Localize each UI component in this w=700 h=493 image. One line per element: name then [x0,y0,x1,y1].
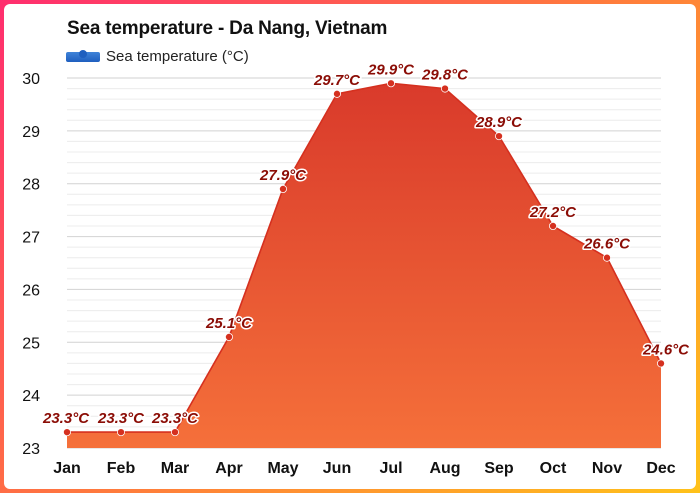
x-tick-label: Oct [540,460,567,477]
data-label: 23.3°C [42,410,90,427]
x-tick-label: Mar [161,460,189,477]
x-axis: Jan Feb Mar Apr May Jun Jul Aug Sep Oct Nov Dec [53,460,676,477]
data-point[interactable] [549,221,558,230]
data-point[interactable] [494,132,503,141]
data-label: 29.7°C [313,72,361,89]
x-tick-label: Feb [107,460,136,477]
data-label: 28.9°C [475,114,523,131]
chart-svg: 23 24 25 26 27 28 29 30 Jan Feb Mar Apr May Jun Jul Au… [22,60,692,477]
data-labels: 23.3°C 23.3°C 23.3°C 25.1°C 27.9°C 29.7°C 29.9… [41,60,692,429]
x-tick-label: Dec [646,460,675,477]
data-point[interactable] [278,184,287,193]
data-label: 25.1°C [205,315,253,332]
data-point[interactable] [440,84,449,93]
data-label: 27.9°C [259,167,307,184]
data-label: 27.2°C [529,204,577,221]
data-point[interactable] [332,89,341,98]
y-tick-label: 23 [22,441,40,458]
data-points [63,79,666,437]
y-tick-label: 26 [22,282,40,299]
area-fill [67,83,661,449]
legend-label: Sea temperature (°C) [106,48,249,65]
data-label: 29.9°C [367,61,415,78]
x-tick-label: Jan [53,460,81,477]
y-tick-label: 30 [22,71,40,88]
y-tick-label: 27 [22,230,40,247]
legend-swatch-icon [66,49,100,62]
data-point[interactable] [603,253,612,262]
data-label: 23.3°C [97,410,145,427]
x-tick-label: Aug [429,460,460,477]
data-point[interactable] [63,428,72,437]
chart-card: Sea temperature - Da Nang, Vietnam Sea t… [4,4,696,489]
chart-title: Sea temperature - Da Nang, Vietnam [67,18,388,39]
y-tick-label: 25 [22,335,40,352]
data-point[interactable] [224,332,233,341]
data-label: 26.6°C [583,236,631,253]
y-tick-label: 29 [22,124,40,141]
y-axis: 23 24 25 26 27 28 29 30 [22,71,40,458]
data-label: 29.8°C [421,67,469,84]
data-point[interactable] [117,428,126,437]
x-tick-label: Apr [215,460,243,477]
data-point[interactable] [657,359,666,368]
data-point[interactable] [386,79,395,88]
y-tick-label: 28 [22,177,40,194]
y-tick-label: 24 [22,388,40,405]
data-label: 23.3°C [151,410,199,427]
series-line [67,82,662,433]
data-label: 24.6°C [642,341,690,358]
legend[interactable]: Sea temperature (°C) [66,48,249,65]
data-point[interactable] [170,428,179,437]
x-tick-label: Sep [484,460,514,477]
x-tick-label: Nov [592,460,622,477]
x-tick-label: May [267,460,298,477]
x-tick-label: Jun [323,460,351,477]
x-tick-label: Jul [379,460,402,477]
